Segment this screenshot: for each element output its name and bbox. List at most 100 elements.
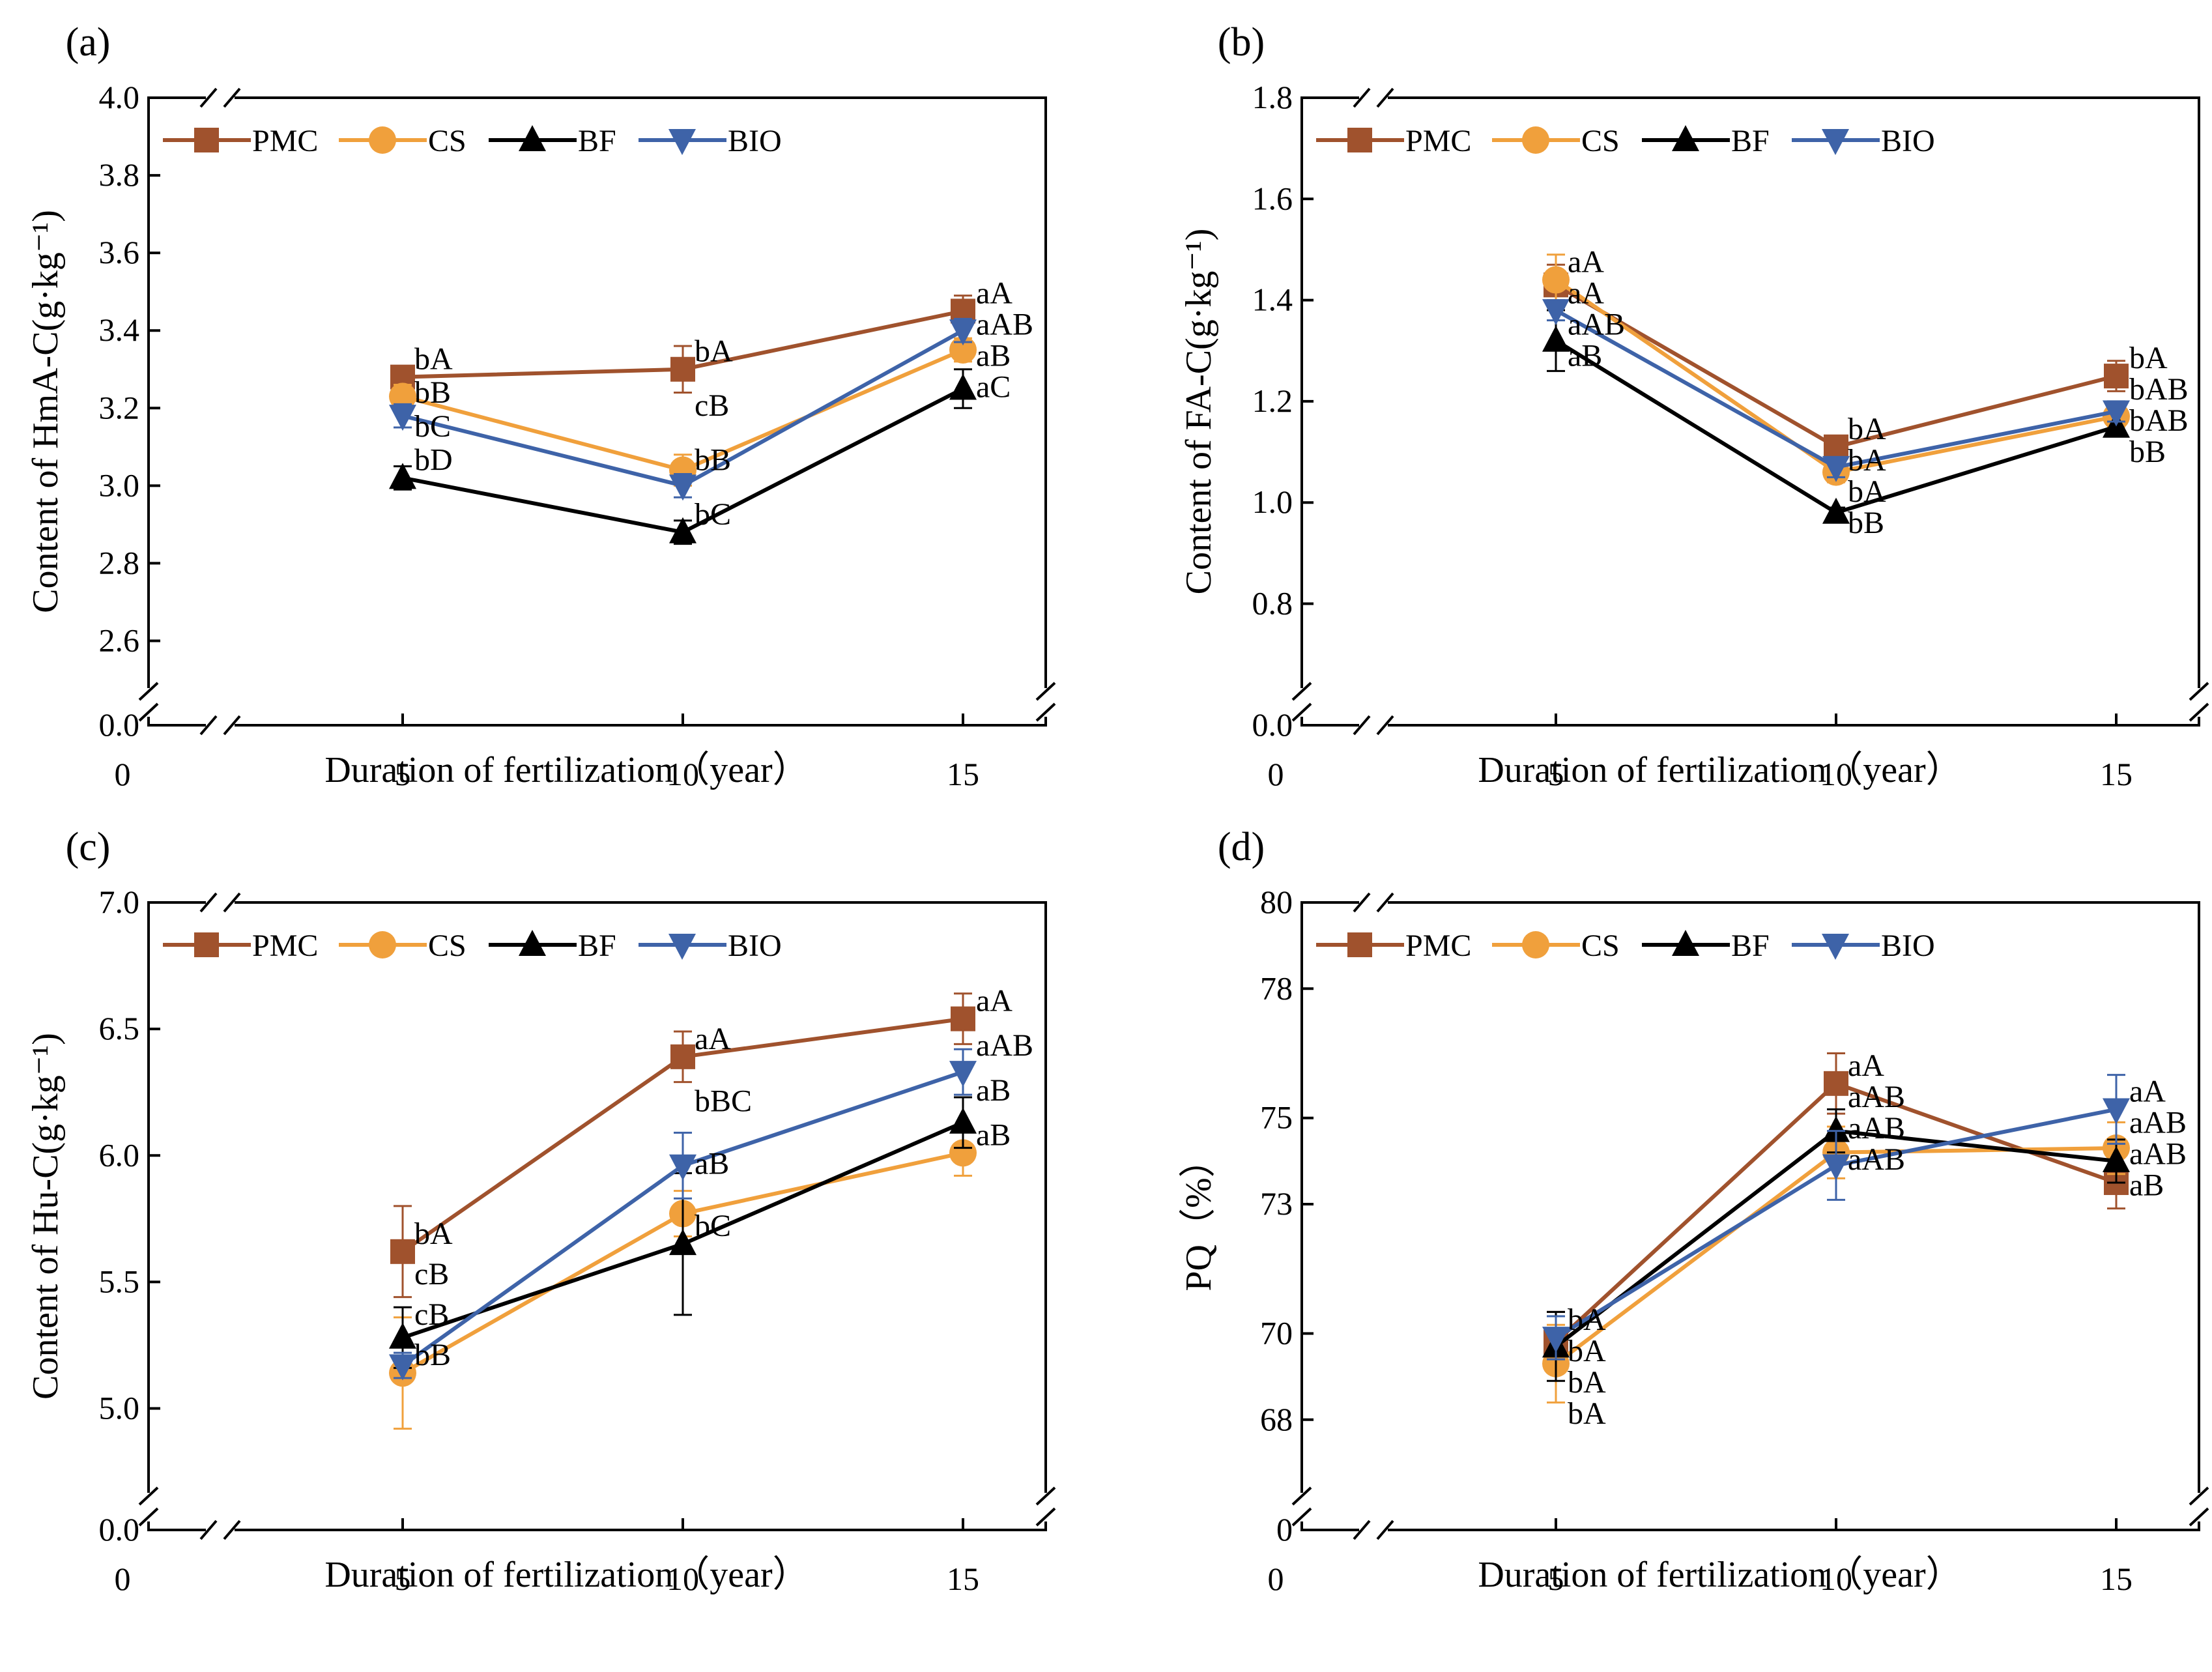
axis-break-slash bbox=[199, 715, 218, 736]
data-point-BF bbox=[949, 373, 977, 400]
data-point-BF bbox=[389, 1322, 416, 1349]
panel-label: (b) bbox=[1218, 20, 1265, 65]
significance-label: bA bbox=[1848, 474, 1886, 509]
significance-label: aB bbox=[2129, 1168, 2164, 1203]
x-tick-label: 0 bbox=[1268, 756, 1284, 792]
axis-break-mark bbox=[1353, 715, 1394, 736]
axis-break-slash bbox=[1353, 87, 1371, 108]
axis-break-gap bbox=[206, 896, 235, 909]
y-axis-title: PQ（%） bbox=[1179, 1141, 1219, 1291]
legend: PMC CS BF BIO bbox=[163, 929, 782, 963]
y-tick-label: 5.0 bbox=[99, 1390, 140, 1426]
axis-break-gap bbox=[206, 719, 235, 732]
y-tick-label: 1.0 bbox=[1252, 483, 1293, 520]
legend-label: BIO bbox=[1881, 929, 1935, 963]
data-point-BF bbox=[389, 463, 416, 489]
axis-break-slash bbox=[1353, 715, 1371, 736]
y-tick-label: 1.8 bbox=[1252, 79, 1293, 115]
significance-label: bB bbox=[1848, 506, 1884, 540]
axis-break-slash bbox=[1291, 682, 1312, 701]
panel-label: (c) bbox=[66, 825, 111, 869]
legend-marker-PMC bbox=[1347, 128, 1372, 152]
data-point-PMC bbox=[670, 356, 695, 382]
legend-label: CS bbox=[428, 929, 467, 963]
significance-label: bB bbox=[414, 375, 451, 410]
y-tick-label: 1.2 bbox=[1252, 382, 1293, 419]
data-point-BF bbox=[2103, 1146, 2130, 1172]
y-tick-label: 0.0 bbox=[99, 1511, 140, 1548]
significance-label: bA bbox=[1568, 1365, 1606, 1400]
data-point-PMC bbox=[1824, 1071, 1848, 1096]
legend-marker-PMC bbox=[194, 128, 219, 152]
axis-break-mark bbox=[199, 715, 241, 736]
legend-marker-PMC bbox=[1347, 932, 1372, 957]
significance-label: aAB bbox=[2129, 1137, 2187, 1172]
axis-break-mark bbox=[1353, 87, 1394, 108]
x-tick-label: 0 bbox=[1268, 1561, 1284, 1597]
x-tick-label: 0 bbox=[115, 756, 131, 792]
y-tick-label: 2.6 bbox=[99, 622, 140, 658]
axis-break-slash bbox=[1376, 892, 1394, 913]
data-point-CS bbox=[1542, 266, 1570, 294]
legend-label: BF bbox=[578, 124, 616, 158]
y-tick-label: 0.0 bbox=[1252, 706, 1293, 743]
data-point-BIO bbox=[2103, 400, 2130, 427]
axis-break-gap bbox=[1359, 719, 1388, 732]
y-tick-label: 70 bbox=[1260, 1314, 1293, 1351]
significance-label: aA bbox=[1568, 276, 1604, 311]
axis-break-slash bbox=[138, 1486, 159, 1506]
axis-break-mark bbox=[1291, 682, 1312, 722]
data-point-PMC bbox=[670, 1044, 695, 1069]
axis-break-slash bbox=[1376, 1520, 1394, 1540]
legend-marker-CS bbox=[1522, 931, 1549, 959]
chart-panel-2: 0.0 5.0 5.5 6.0 6.5 7.0 0 5 10 15 (c) Duration of f… bbox=[25, 825, 1056, 1597]
x-axis-title: Duration of fertilization（year） bbox=[1478, 1555, 1962, 1595]
y-tick-label: 1.6 bbox=[1252, 180, 1293, 216]
axis-break-slash bbox=[1353, 1520, 1371, 1540]
legend-label: CS bbox=[1581, 929, 1620, 963]
series-BIO bbox=[389, 317, 977, 501]
panel-label: (a) bbox=[66, 20, 111, 65]
x-tick-label: 5 bbox=[395, 1561, 411, 1597]
plot-frame bbox=[1300, 901, 2200, 1531]
data-point-BIO bbox=[669, 1154, 697, 1181]
y-tick-label: 4.0 bbox=[99, 79, 140, 115]
axis-break-slash bbox=[223, 87, 241, 108]
chart-panel-1: 0.0 0.8 1.0 1.2 1.4 1.6 1.8 0 5 10 15 (b) Duration o… bbox=[1179, 20, 2209, 792]
significance-label: bC bbox=[695, 1209, 731, 1243]
significance-label: bAB bbox=[2129, 372, 2189, 407]
y-tick-label: 78 bbox=[1260, 970, 1293, 1006]
x-tick-label: 10 bbox=[1820, 1561, 1852, 1597]
axis-break-slash bbox=[2189, 702, 2209, 722]
x-tick-label: 15 bbox=[947, 1561, 979, 1597]
axis-break-slash bbox=[1035, 702, 1056, 722]
x-tick-label: 10 bbox=[667, 756, 699, 792]
legend-label: PMC bbox=[1405, 929, 1471, 963]
legend-label: CS bbox=[428, 124, 467, 158]
legend: PMC CS BF BIO bbox=[163, 124, 782, 158]
axis-break-slash bbox=[2189, 1507, 2209, 1527]
significance-label: bA bbox=[695, 334, 733, 369]
axis-break-slash bbox=[223, 1520, 241, 1540]
legend-label: BIO bbox=[728, 929, 782, 963]
series-BIO bbox=[389, 1048, 977, 1381]
x-axis-title: Duration of fertilization（year） bbox=[324, 750, 809, 790]
axis-break-mark bbox=[2189, 682, 2209, 722]
axis-break-mark bbox=[199, 1520, 241, 1540]
axis-break-mark bbox=[138, 682, 159, 722]
significance-label: bA bbox=[414, 1217, 453, 1251]
axis-break-mark bbox=[1353, 892, 1394, 913]
significance-label: bB bbox=[2129, 435, 2166, 469]
significance-label: aAB bbox=[2129, 1106, 2187, 1140]
data-point-BIO bbox=[389, 405, 416, 431]
series-PMC bbox=[1544, 263, 2129, 459]
data-point-PMC bbox=[951, 1006, 975, 1031]
y-axis-title: Content of HmA-C(g·kg⁻¹) bbox=[25, 210, 66, 613]
series-BF bbox=[1542, 309, 2130, 524]
y-tick-label: 1.4 bbox=[1252, 281, 1293, 318]
significance-label: bA bbox=[1848, 443, 1886, 478]
legend-marker-CS bbox=[369, 931, 396, 959]
legend-marker-BF bbox=[519, 125, 546, 151]
legend: PMC CS BF BIO bbox=[1316, 929, 1935, 963]
